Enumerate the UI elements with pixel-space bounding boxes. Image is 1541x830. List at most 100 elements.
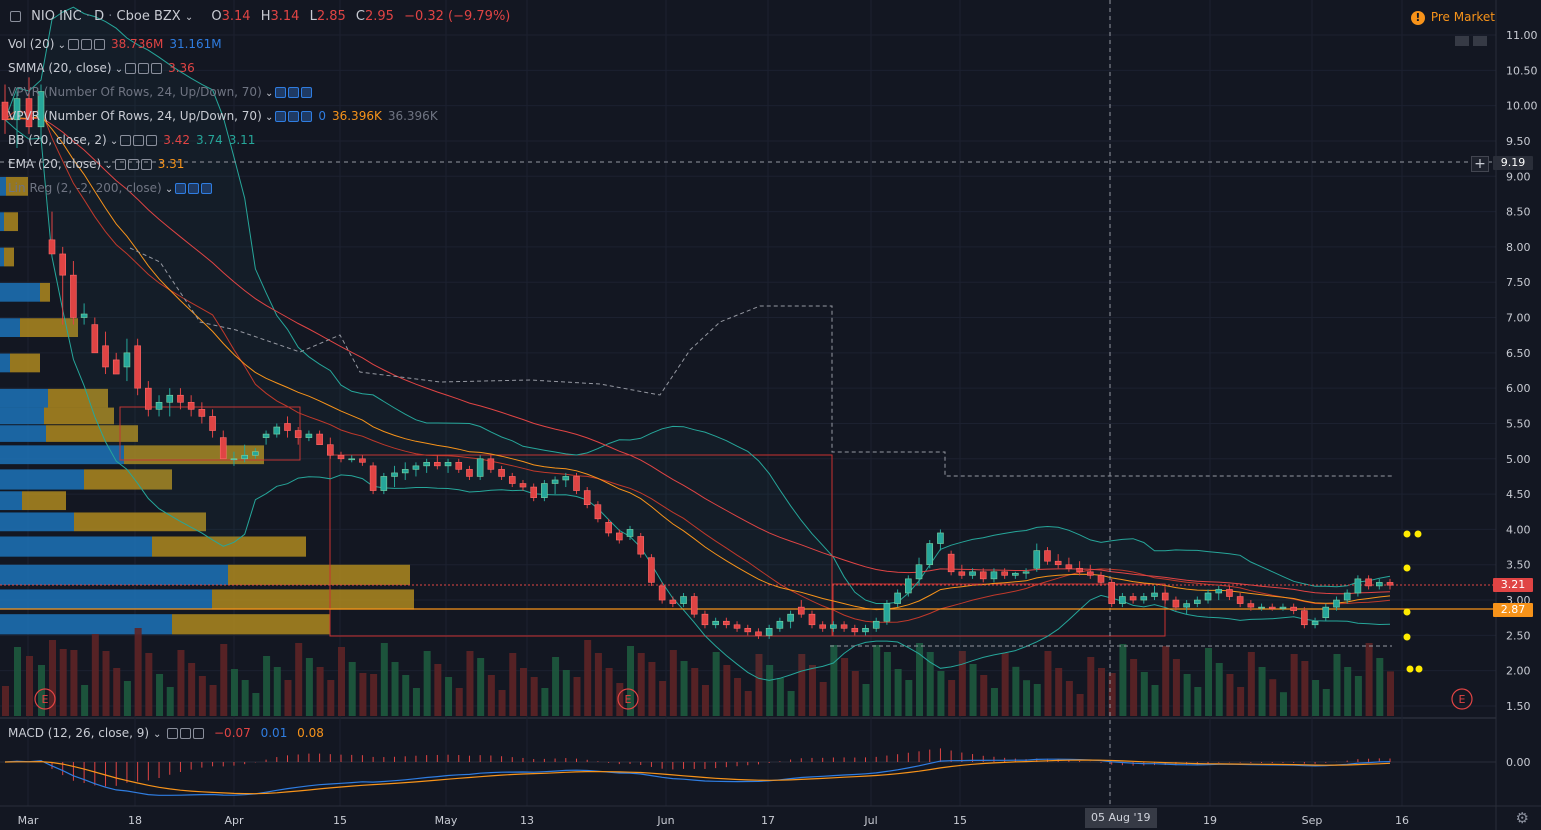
indicator-value: 36.396K [387, 109, 438, 123]
maximize-icon[interactable] [1473, 36, 1487, 46]
eye-icon[interactable] [275, 111, 287, 122]
indicator-value: 3.42 [163, 133, 190, 147]
candle-body [455, 462, 463, 470]
candle-body [1226, 589, 1233, 597]
eye-icon[interactable] [67, 39, 79, 50]
time-tick-label: Sep [1302, 814, 1323, 827]
gear-icon[interactable] [180, 728, 192, 739]
volume-profile-down-bar [4, 247, 14, 267]
eye-icon[interactable] [114, 159, 126, 170]
volume-bar [1387, 671, 1394, 716]
volume-bar [1001, 653, 1009, 716]
close-icon[interactable] [201, 183, 213, 194]
indicator-legend[interactable]: BB (20, close, 2) ⌄ 3.42 3.74 3.11 [8, 130, 255, 150]
candle-body [348, 458, 356, 461]
volume-bar [1119, 644, 1127, 716]
ohlc-open: 3.14 [221, 9, 251, 24]
close-icon[interactable] [301, 87, 313, 98]
volume-bar [487, 675, 495, 716]
candle-body [1247, 603, 1255, 608]
add-alert-icon[interactable]: + [1471, 156, 1489, 172]
volume-bar [787, 691, 795, 716]
close-icon[interactable] [146, 135, 158, 146]
volume-profile-up-bar [0, 469, 84, 490]
chevron-down-icon[interactable]: ⌄ [111, 64, 124, 75]
gear-icon[interactable] [288, 87, 300, 98]
candle-body [583, 490, 591, 505]
volume-bar [841, 658, 849, 716]
candle-body [765, 628, 773, 636]
chevron-down-icon[interactable]: ⌄ [261, 88, 274, 99]
indicator-value: 3.36 [168, 61, 195, 75]
earnings-marker [34, 688, 56, 710]
volume-bar [412, 688, 420, 716]
ema-price-tag: 2.87 [1493, 603, 1533, 617]
symbol-name[interactable]: NIO INC [31, 9, 82, 24]
candle-body [1311, 620, 1319, 626]
chevron-down-icon[interactable]: ⌄ [106, 136, 119, 147]
settings-gear-icon[interactable]: ⚙ [1515, 809, 1529, 827]
indicator-legend[interactable]: Lin Reg (2, -2, 200, close) ⌄ [8, 178, 213, 198]
candle-body [723, 620, 730, 626]
chevron-down-icon[interactable]: ⌄ [152, 729, 162, 740]
volume-bar [348, 662, 356, 716]
indicator-legend[interactable]: VPVR (Number Of Rows, 24, Up/Down, 70) ⌄… [8, 106, 438, 126]
macd-legend[interactable]: MACD (12, 26, close, 9) ⌄ −0.07 0.01 0.0… [8, 723, 324, 743]
candle-body [894, 592, 901, 604]
time-axis: Mar18Apr15May13Jun17Jul15Aug19Sep16 [0, 805, 1541, 827]
interval[interactable]: D [94, 9, 105, 24]
candle-body [476, 458, 484, 477]
earnings-label: E [42, 693, 49, 706]
candle-body [712, 620, 719, 626]
chevron-down-icon[interactable]: ⌄ [101, 160, 113, 171]
eye-icon[interactable] [167, 728, 179, 739]
close-icon[interactable] [301, 111, 313, 122]
earnings-marker [1451, 688, 1473, 710]
volume-bar [284, 680, 292, 716]
candle-body [990, 571, 998, 580]
eye-icon[interactable] [275, 87, 287, 98]
indicator-legend[interactable]: EMA (20, close) ⌄ 3.31 [8, 154, 184, 174]
candle-body [680, 596, 687, 604]
gear-icon[interactable] [80, 39, 92, 50]
gear-icon[interactable] [188, 183, 200, 194]
eye-icon[interactable] [175, 183, 187, 194]
volume-bar [81, 685, 89, 716]
eye-icon[interactable] [120, 135, 132, 146]
candle-body [1183, 603, 1190, 608]
minimize-icon[interactable] [1455, 36, 1469, 46]
chevron-down-icon[interactable]: ⌄ [184, 12, 194, 23]
candle-body [862, 628, 869, 633]
candle-body [1054, 560, 1062, 566]
gear-icon[interactable] [127, 159, 139, 170]
indicator-legend[interactable]: Vol (20) ⌄ 38.736M 31.161M [8, 34, 222, 54]
price-tick-label: 11.00 [1506, 29, 1538, 42]
eye-icon[interactable] [125, 63, 137, 74]
volume-bar [905, 680, 913, 716]
premarket-indicator[interactable]: ! Pre Market [1410, 8, 1495, 26]
gear-icon[interactable] [133, 135, 145, 146]
volume-bar [134, 628, 142, 716]
gear-icon[interactable] [288, 111, 300, 122]
close-icon[interactable] [93, 39, 105, 50]
exchange: Cboe BZX [116, 9, 181, 24]
volume-bar [808, 665, 816, 716]
candle-body [1012, 572, 1019, 576]
indicator-name: VPVR (Number Of Rows, 24, Up/Down, 70) [8, 109, 262, 123]
candle-body [198, 409, 206, 417]
indicator-legend[interactable]: SMMA (20, close) ⌄ 3.36 [8, 58, 195, 78]
collapse-icon[interactable] [10, 11, 21, 22]
close-icon[interactable] [140, 159, 152, 170]
chevron-down-icon[interactable]: ⌄ [261, 112, 274, 123]
gear-icon[interactable] [138, 63, 150, 74]
close-icon[interactable] [193, 728, 205, 739]
chevron-down-icon[interactable]: ⌄ [161, 184, 174, 195]
candle-body [819, 624, 826, 629]
time-tick-label: Mar [18, 814, 39, 827]
close-icon[interactable] [151, 63, 163, 74]
price-axis: 11.00 10.50 10.00 9.50 9.00 8.50 8.00 7.50 7.00 6… [1495, 0, 1541, 830]
chevron-down-icon[interactable]: ⌄ [54, 40, 66, 51]
indicator-legend[interactable]: VPVR (Number Of Rows, 24, Up/Down, 70) ⌄ [8, 82, 313, 102]
volume-bar [305, 658, 313, 716]
